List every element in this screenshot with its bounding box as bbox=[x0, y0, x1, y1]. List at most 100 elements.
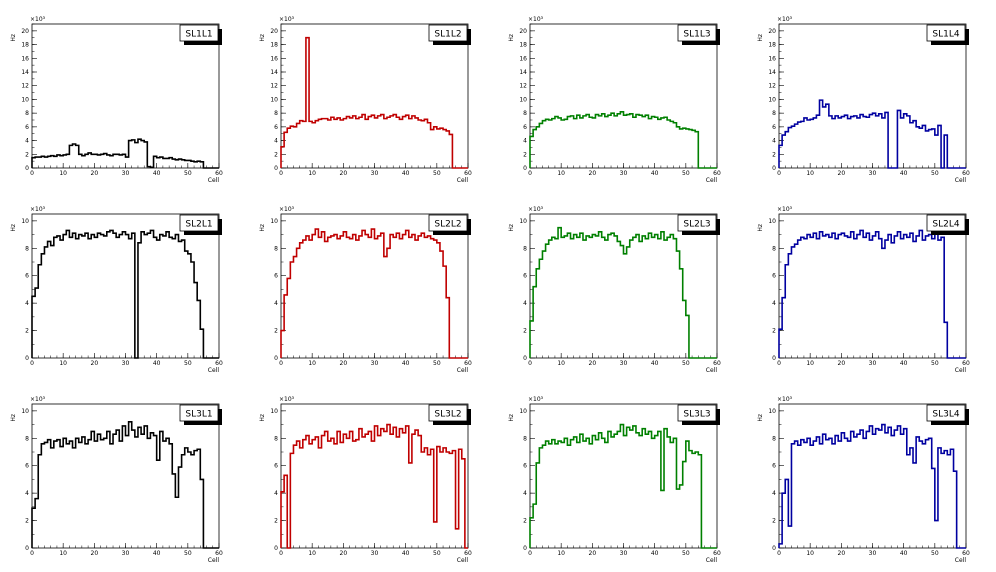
histogram-bin bbox=[51, 156, 54, 168]
histogram-bin bbox=[452, 451, 455, 548]
histogram-bin bbox=[530, 518, 533, 548]
histogram-bin bbox=[863, 117, 866, 168]
histogram-bin bbox=[350, 118, 353, 168]
histogram-bin bbox=[346, 438, 349, 548]
histogram-bin bbox=[813, 118, 816, 168]
histogram-bin bbox=[51, 448, 54, 548]
histogram-bin bbox=[904, 114, 907, 168]
histogram-bin bbox=[399, 239, 402, 358]
histogram-bin bbox=[838, 118, 841, 168]
histogram-bin bbox=[322, 232, 325, 358]
histogram-bin bbox=[97, 233, 100, 358]
histogram-bin bbox=[854, 116, 857, 168]
histogram-bin bbox=[929, 235, 932, 358]
x-tick-label: 10 bbox=[806, 550, 814, 557]
histogram-bin bbox=[795, 124, 798, 168]
x-tick-label: 50 bbox=[433, 360, 441, 367]
histogram-bin bbox=[60, 156, 63, 168]
histogram-bin bbox=[630, 240, 633, 358]
x-tick-label: 10 bbox=[59, 550, 67, 557]
histogram-panel-sl1l4: 0 2 4 6 8 10 12 14 16 18 20 0 10 20 30 40 50 60 Hz Cell ×10³… bbox=[747, 0, 996, 190]
histogram-bin bbox=[434, 240, 437, 358]
histogram-bin bbox=[331, 438, 334, 548]
histogram-bin bbox=[583, 240, 586, 358]
histogram-bin bbox=[779, 329, 782, 358]
histogram-bin bbox=[869, 115, 872, 168]
histogram-bin bbox=[365, 235, 368, 358]
histogram-bin bbox=[611, 113, 614, 168]
histogram-bin bbox=[652, 438, 655, 548]
histogram-series bbox=[529, 423, 717, 549]
histogram-bin bbox=[801, 440, 804, 548]
x-axis-label: Cell bbox=[955, 367, 967, 374]
y-tick-label: 0 bbox=[772, 165, 776, 172]
histogram-bin bbox=[135, 143, 138, 168]
histogram-bin bbox=[832, 444, 835, 548]
histogram-bin bbox=[935, 521, 938, 548]
histogram-bin bbox=[813, 441, 816, 548]
y-tick-label: 2 bbox=[274, 151, 278, 158]
x-tick-label: 0 bbox=[777, 550, 781, 557]
histogram-bin bbox=[863, 438, 866, 548]
histogram-bin bbox=[664, 240, 667, 358]
histogram-bin bbox=[334, 235, 337, 358]
x-tick-label: 60 bbox=[962, 550, 970, 557]
histogram-panel-sl1l2: 0 2 4 6 8 10 12 14 16 18 20 0 10 20 30 40 50 60 Hz Cell ×10³… bbox=[249, 0, 498, 190]
histogram-bin bbox=[35, 288, 38, 358]
y-axis-label: Hz bbox=[259, 414, 266, 422]
histogram-bin bbox=[539, 123, 542, 168]
histogram-bin bbox=[182, 455, 185, 548]
histogram-bin bbox=[101, 235, 104, 358]
histogram-bin bbox=[107, 232, 110, 358]
histogram-bin bbox=[122, 154, 125, 168]
histogram-bin bbox=[642, 429, 645, 548]
histogram-bin bbox=[150, 230, 153, 358]
histogram-bin bbox=[583, 441, 586, 548]
histogram-svg: 0 2 4 6 8 10 12 14 16 18 20 0 10 20 30 40 50 60 Hz Cell ×10³… bbox=[757, 16, 970, 184]
panel-title: SL2L1 bbox=[185, 220, 212, 230]
histogram-bin bbox=[885, 112, 888, 168]
y-tick-label: 4 bbox=[772, 300, 776, 307]
x-axis-label: Cell bbox=[457, 557, 469, 564]
y-axis-label: Hz bbox=[508, 414, 515, 422]
histogram-bin bbox=[788, 254, 791, 358]
histogram-bin bbox=[60, 240, 63, 358]
title-box bbox=[428, 24, 468, 42]
histogram-bin bbox=[617, 241, 620, 358]
y-tick-label: 10 bbox=[21, 96, 29, 103]
histogram-bin bbox=[378, 236, 381, 358]
histogram-bin bbox=[325, 119, 328, 168]
x-tick-label: 20 bbox=[589, 170, 597, 177]
histogram-bin bbox=[169, 158, 172, 168]
histogram-bin bbox=[73, 233, 76, 358]
x-tick-label: 20 bbox=[340, 360, 348, 367]
histogram-bin bbox=[138, 139, 141, 168]
panel-title: SL2L3 bbox=[683, 220, 710, 230]
histogram-bin bbox=[826, 235, 829, 358]
y-tick-label: 10 bbox=[21, 408, 29, 415]
histogram-bin bbox=[695, 132, 698, 168]
panel-title: SL1L4 bbox=[932, 30, 959, 40]
y-axis-label: Hz bbox=[757, 34, 764, 42]
histogram-svg: 0 2 4 6 8 10 0 10 20 30 40 50 60 Hz Cell ×10³ SL2L4 bbox=[757, 206, 970, 374]
histogram-bin bbox=[427, 455, 430, 548]
histogram-bin bbox=[873, 434, 876, 548]
histogram-bin bbox=[539, 259, 542, 358]
x-tick-label: 0 bbox=[30, 550, 34, 557]
histogram-bin bbox=[667, 437, 670, 548]
histogram-bin bbox=[200, 479, 203, 548]
histogram-bin bbox=[683, 128, 686, 168]
histogram-bin bbox=[689, 451, 692, 548]
histogram-bin bbox=[624, 254, 627, 358]
histogram-bin bbox=[639, 241, 642, 358]
histogram-bin bbox=[841, 233, 844, 358]
x-tick-label: 40 bbox=[900, 550, 908, 557]
histogram-bin bbox=[851, 117, 854, 168]
histogram-bin bbox=[306, 38, 309, 168]
histogram-bin bbox=[443, 448, 446, 548]
histogram-bin bbox=[318, 119, 321, 168]
histogram-bin bbox=[32, 158, 35, 168]
histogram-bin bbox=[194, 451, 197, 548]
x-tick-label: 20 bbox=[340, 550, 348, 557]
histogram-bin bbox=[362, 115, 365, 168]
